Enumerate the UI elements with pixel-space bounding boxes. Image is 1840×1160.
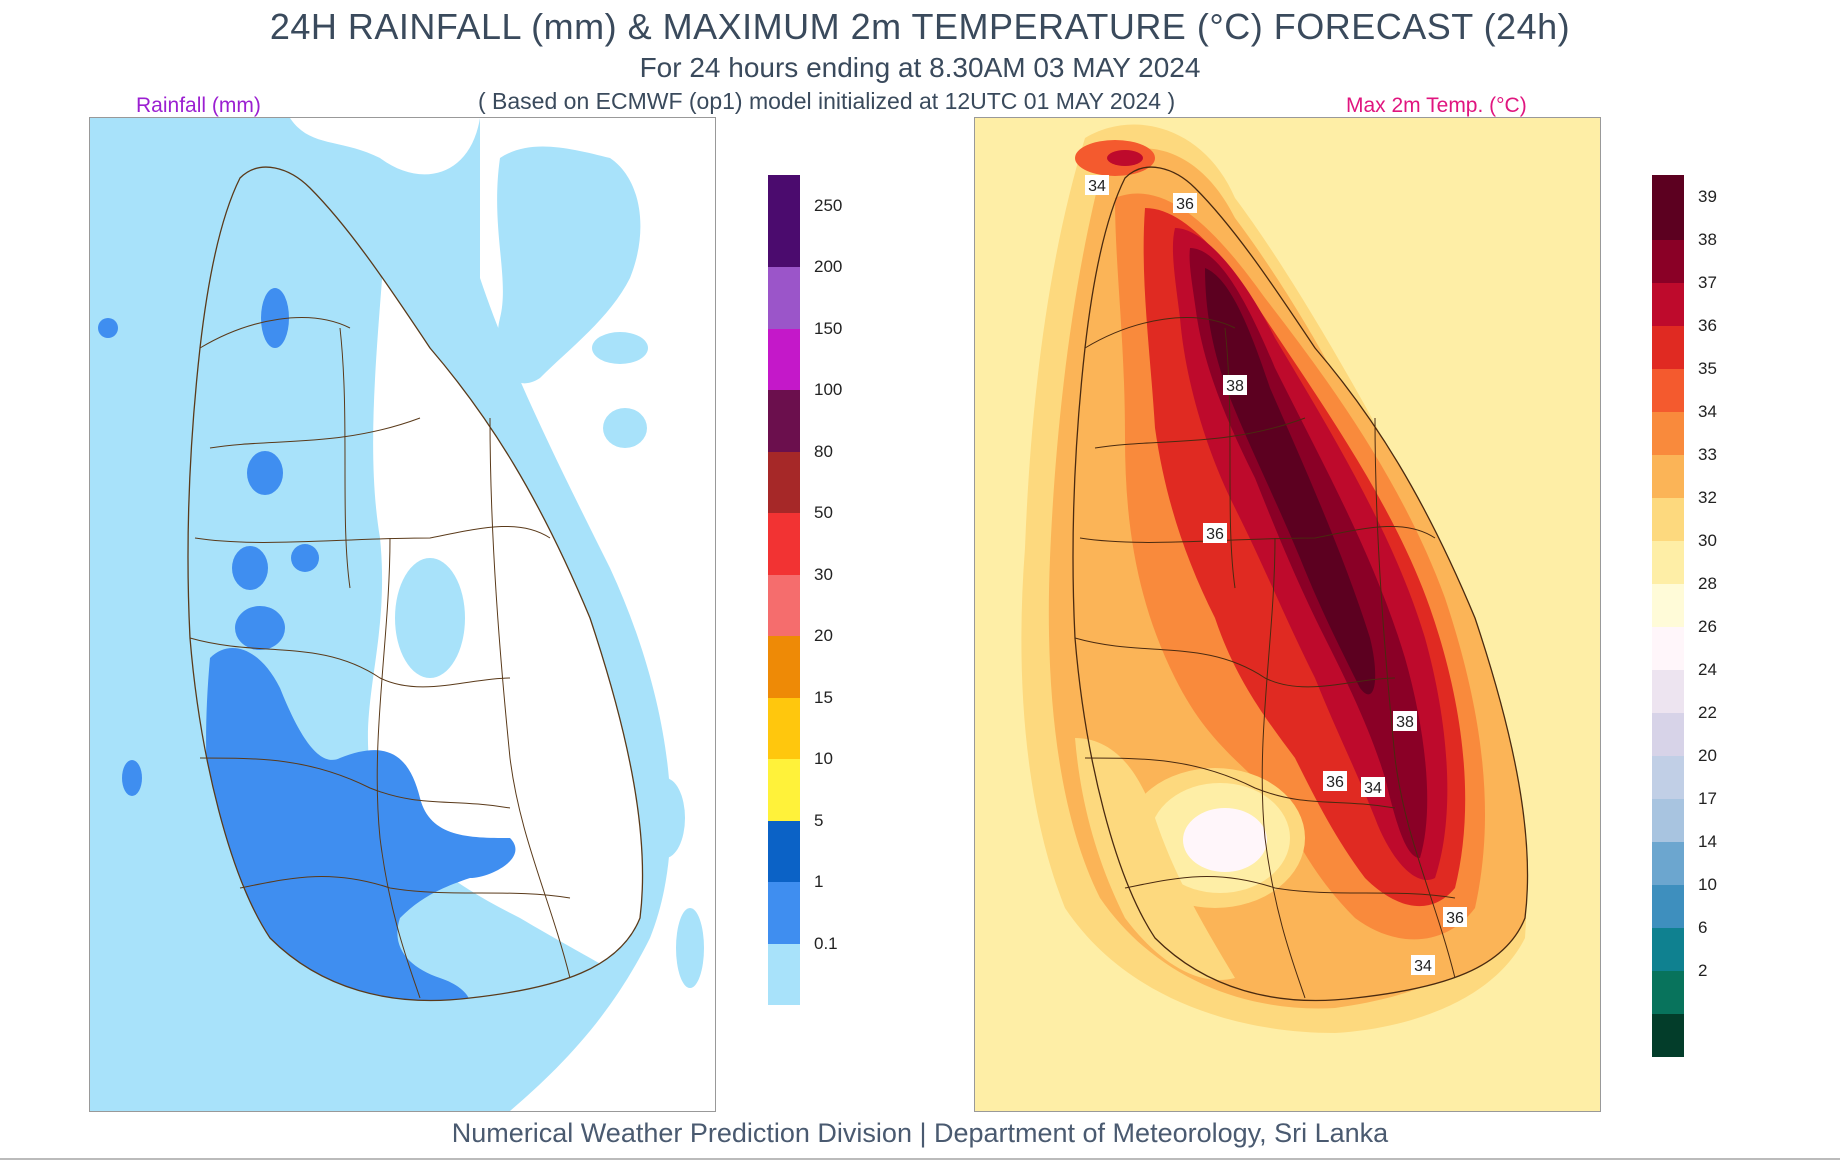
- svg-text:34: 34: [1088, 178, 1106, 195]
- rainfall-colorbar-tick: 150: [814, 318, 843, 338]
- temperature-colorbar-tick: 17: [1698, 788, 1717, 808]
- contour-label: 36: [1443, 907, 1467, 927]
- temperature-colorbar-segment: [1652, 970, 1684, 1014]
- rainfall-colorbar-tick: 15: [814, 687, 833, 707]
- contour-label: 34: [1361, 777, 1385, 797]
- temperature-panel-label: Max 2m Temp. (°C): [1346, 94, 1527, 117]
- temperature-colorbar-tick: 36: [1698, 315, 1717, 335]
- svg-text:38: 38: [1396, 714, 1414, 731]
- temperature-colorbar-tick: 38: [1698, 229, 1717, 249]
- svg-text:38: 38: [1226, 378, 1244, 395]
- contour-label: 34: [1411, 955, 1435, 975]
- temperature-colorbar-tick: 10: [1698, 874, 1717, 894]
- svg-text:34: 34: [1364, 780, 1382, 797]
- temperature-colorbar-segment: [1652, 325, 1684, 369]
- rainfall-panel-label: Rainfall (mm): [136, 94, 261, 117]
- rainfall-colorbar-tick: 20: [814, 626, 833, 646]
- temperature-colorbar-tick: 32: [1698, 487, 1717, 507]
- temperature-colorbar: 39 38 37 36 35 34 33 32 30 28 26 24 22 20 17 14 10 6 2: [1652, 175, 1752, 1057]
- contour-label: 34: [1085, 175, 1109, 195]
- temperature-colorbar-segment: [1652, 540, 1684, 584]
- temperature-colorbar-segment: [1652, 239, 1684, 283]
- temperature-colorbar-top-segment: [1652, 175, 1684, 197]
- temperature-colorbar-tick: 35: [1698, 358, 1717, 378]
- rainfall-colorbar-tick: 50: [814, 503, 833, 523]
- rainfall-colorbar-segment: [768, 513, 800, 575]
- rainfall-colorbar-segment: [768, 943, 800, 1006]
- temperature-colorbar-segment: [1652, 669, 1684, 713]
- map-subtitle: For 24 hours ending at 8.30AM 03 MAY 202…: [639, 52, 1201, 83]
- temperature-colorbar-segment: [1652, 454, 1684, 498]
- temperature-colorbar-tick: 6: [1698, 917, 1708, 937]
- rainfall-colorbar-segment: [768, 390, 800, 452]
- temperature-colorbar-tick: 28: [1698, 573, 1717, 593]
- footer-credit: Numerical Weather Prediction Division | …: [451, 1118, 1389, 1148]
- rainfall-colorbar-segment: [768, 697, 800, 760]
- rainfall-colorbar-segment: [768, 328, 800, 391]
- temperature-colorbar-tick: 34: [1698, 401, 1717, 421]
- temperature-map: 34 36 38 36 38 36 34 36 34: [974, 117, 1601, 1112]
- rainfall-colorbar-tick: 80: [814, 441, 833, 461]
- rainfall-colorbar-segment: [768, 267, 800, 329]
- temperature-colorbar-segment: [1652, 411, 1684, 455]
- temperature-colorbar-segment: [1652, 712, 1684, 756]
- temperature-colorbar-tick: 14: [1698, 831, 1717, 851]
- temperature-colorbar-tick: 22: [1698, 702, 1717, 722]
- rainfall-colorbar-tick: 30: [814, 564, 833, 584]
- rainfall-colorbar-segment: [768, 636, 800, 698]
- rainfall-colorbar-tick: 5: [814, 810, 824, 830]
- map-title: 24H RAINFALL (mm) & MAXIMUM 2m TEMPERATU…: [269, 6, 1571, 47]
- temperature-colorbar-tick: 20: [1698, 745, 1717, 765]
- temperature-colorbar-segment: [1652, 282, 1684, 326]
- temperature-colorbar-segment: [1652, 927, 1684, 971]
- contour-label: 38: [1223, 375, 1247, 395]
- contour-label: 36: [1173, 193, 1197, 213]
- rainfall-colorbar-segment: [768, 820, 800, 883]
- rainfall-colorbar-segment: [768, 205, 800, 268]
- rainfall-colorbar-segment: [768, 574, 800, 637]
- contour-label: 36: [1323, 771, 1347, 791]
- rainfall-colorbar-segment: [768, 759, 800, 821]
- svg-text:36: 36: [1326, 774, 1344, 791]
- temperature-colorbar-tick: 26: [1698, 616, 1717, 636]
- temperature-colorbar-tick: 30: [1698, 530, 1717, 550]
- svg-text:36: 36: [1446, 910, 1464, 927]
- temperature-colorbar-tick: 2: [1698, 960, 1708, 980]
- contour-label: 38: [1393, 711, 1417, 731]
- model-note: ( Based on ECMWF (op1) model initialized…: [478, 88, 1176, 114]
- temperature-colorbar-segment: [1652, 841, 1684, 885]
- temperature-colorbar-segment: [1652, 368, 1684, 412]
- temperature-colorbar-segment: [1652, 884, 1684, 928]
- rainfall-colorbar-tick: 0.1: [814, 933, 838, 953]
- temperature-colorbar-segment: [1652, 798, 1684, 842]
- temperature-colorbar-tick: 33: [1698, 444, 1717, 464]
- temperature-colorbar-segment: [1652, 497, 1684, 541]
- rainfall-colorbar-top-segment: [768, 175, 800, 206]
- temperature-colorbar-tick: 39: [1698, 186, 1717, 206]
- temperature-colorbar-tick: 24: [1698, 659, 1717, 679]
- rainfall-colorbar-segment: [768, 451, 800, 514]
- svg-text:34: 34: [1414, 958, 1432, 975]
- rainfall-colorbar: 250 200 150 100 80 50 30 20 15 10 5 1 0.1: [768, 175, 868, 1006]
- rainfall-colorbar-segment: [768, 882, 800, 944]
- temperature-colorbar-segment: [1652, 755, 1684, 799]
- rainfall-map: [89, 117, 716, 1112]
- rainfall-colorbar-tick: 200: [814, 257, 843, 277]
- footer-divider: [0, 1158, 1840, 1160]
- rainfall-colorbar-tick: 1: [814, 872, 824, 892]
- temperature-colorbar-segment: [1652, 583, 1684, 627]
- rainfall-colorbar-tick: 100: [814, 380, 843, 400]
- rainfall-colorbar-tick: 250: [814, 195, 843, 215]
- temperature-colorbar-segment: [1652, 1013, 1684, 1057]
- svg-text:36: 36: [1176, 196, 1194, 213]
- temperature-colorbar-segment: [1652, 626, 1684, 670]
- svg-text:36: 36: [1206, 526, 1224, 543]
- temperature-colorbar-tick: 37: [1698, 272, 1717, 292]
- contour-label: 36: [1203, 523, 1227, 543]
- rainfall-colorbar-tick: 10: [814, 749, 833, 769]
- temperature-colorbar-segment: [1652, 196, 1684, 240]
